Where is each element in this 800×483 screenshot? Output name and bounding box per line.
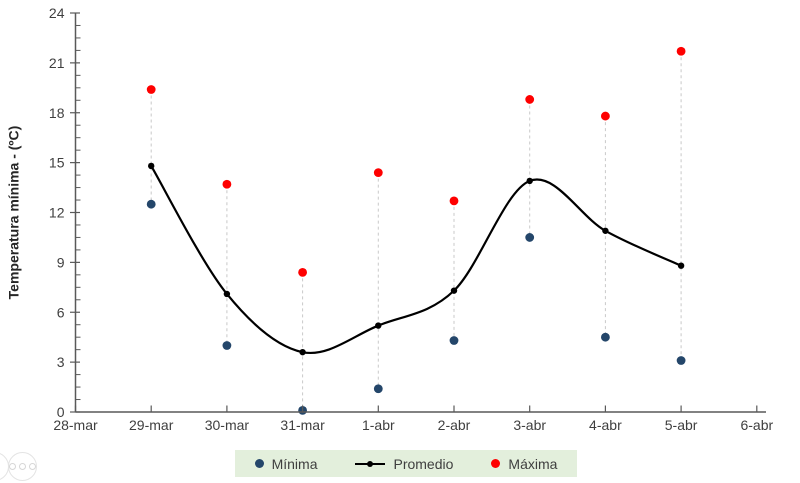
- minima-point: [146, 199, 156, 209]
- legend-item-minima: Mínima: [254, 455, 318, 472]
- minima-point: [525, 233, 535, 242]
- x-tick-label: 6-abr: [740, 417, 773, 433]
- x-tick-label: 5-abr: [665, 417, 698, 433]
- maxima-point: [298, 267, 307, 277]
- y-tick-label: 3: [57, 354, 65, 370]
- legend-item-promedio: Promedio: [355, 456, 453, 472]
- temperature-chart: 0 3 6 9 12 15 18 21 24 28-mar 29-mar 30-mar 31-mar 1-…: [49, 5, 774, 433]
- maxima-point: [525, 95, 535, 104]
- maxima-point: [222, 179, 232, 189]
- legend-item-maxima: Máxima: [491, 456, 557, 472]
- x-tick-label: 3-abr: [513, 417, 546, 433]
- maxima-point: [449, 196, 459, 206]
- minima-point: [222, 341, 232, 350]
- chart-legend: Mínima Promedio Máxima: [235, 450, 577, 477]
- promedio-point: [526, 177, 533, 185]
- promedio-point: [299, 348, 306, 356]
- promedio-point: [148, 162, 155, 170]
- x-tick-label: 1-abr: [362, 417, 395, 433]
- minima-marker-icon: [254, 459, 264, 468]
- minima-point: [449, 336, 459, 345]
- minima-point: [601, 332, 610, 342]
- maxima-point: [146, 85, 156, 94]
- y-tick-label: 24: [49, 5, 65, 21]
- ellipsis-dot-icon: [9, 463, 16, 470]
- minima-point: [373, 384, 383, 394]
- more-options-button[interactable]: [8, 452, 37, 481]
- minima-point: [676, 356, 686, 365]
- promedio-point: [223, 290, 231, 298]
- promedio-point: [375, 322, 382, 329]
- promedio-point: [450, 287, 458, 294]
- x-tick-label: 4-abr: [589, 417, 622, 433]
- ellipsis-dot-icon: [19, 463, 26, 470]
- x-tick-label: 30-mar: [205, 417, 250, 433]
- promedio-point: [677, 262, 685, 269]
- maxima-point: [676, 46, 686, 56]
- y-axis-title: Temperatura mínima - (ºC): [5, 125, 22, 300]
- legend-label-promedio: Promedio: [393, 455, 454, 472]
- maxima-point: [601, 111, 610, 121]
- y-tick-label: 9: [57, 254, 65, 270]
- x-tick-label: 28-mar: [53, 417, 98, 433]
- y-tick-label: 6: [57, 304, 65, 320]
- x-tick-label: 29-mar: [129, 417, 174, 433]
- x-tick-label: 31-mar: [280, 417, 325, 433]
- promedio-marker-icon: [355, 460, 386, 467]
- promedio-line: [150, 165, 682, 355]
- maxima-point: [373, 168, 383, 178]
- legend-label-minima: Mínima: [271, 455, 318, 472]
- y-tick-label: 21: [49, 55, 65, 71]
- legend-label-maxima: Máxima: [508, 455, 558, 472]
- promedio-point: [602, 227, 609, 234]
- y-tick-label: 15: [49, 155, 65, 171]
- y-tick-label: 18: [49, 105, 65, 121]
- y-tick-label: 0: [57, 404, 65, 420]
- y-tick-label: 12: [49, 205, 65, 221]
- ellipsis-dot-icon: [29, 463, 36, 470]
- x-tick-label: 2-abr: [438, 417, 471, 433]
- maxima-marker-icon: [491, 459, 501, 468]
